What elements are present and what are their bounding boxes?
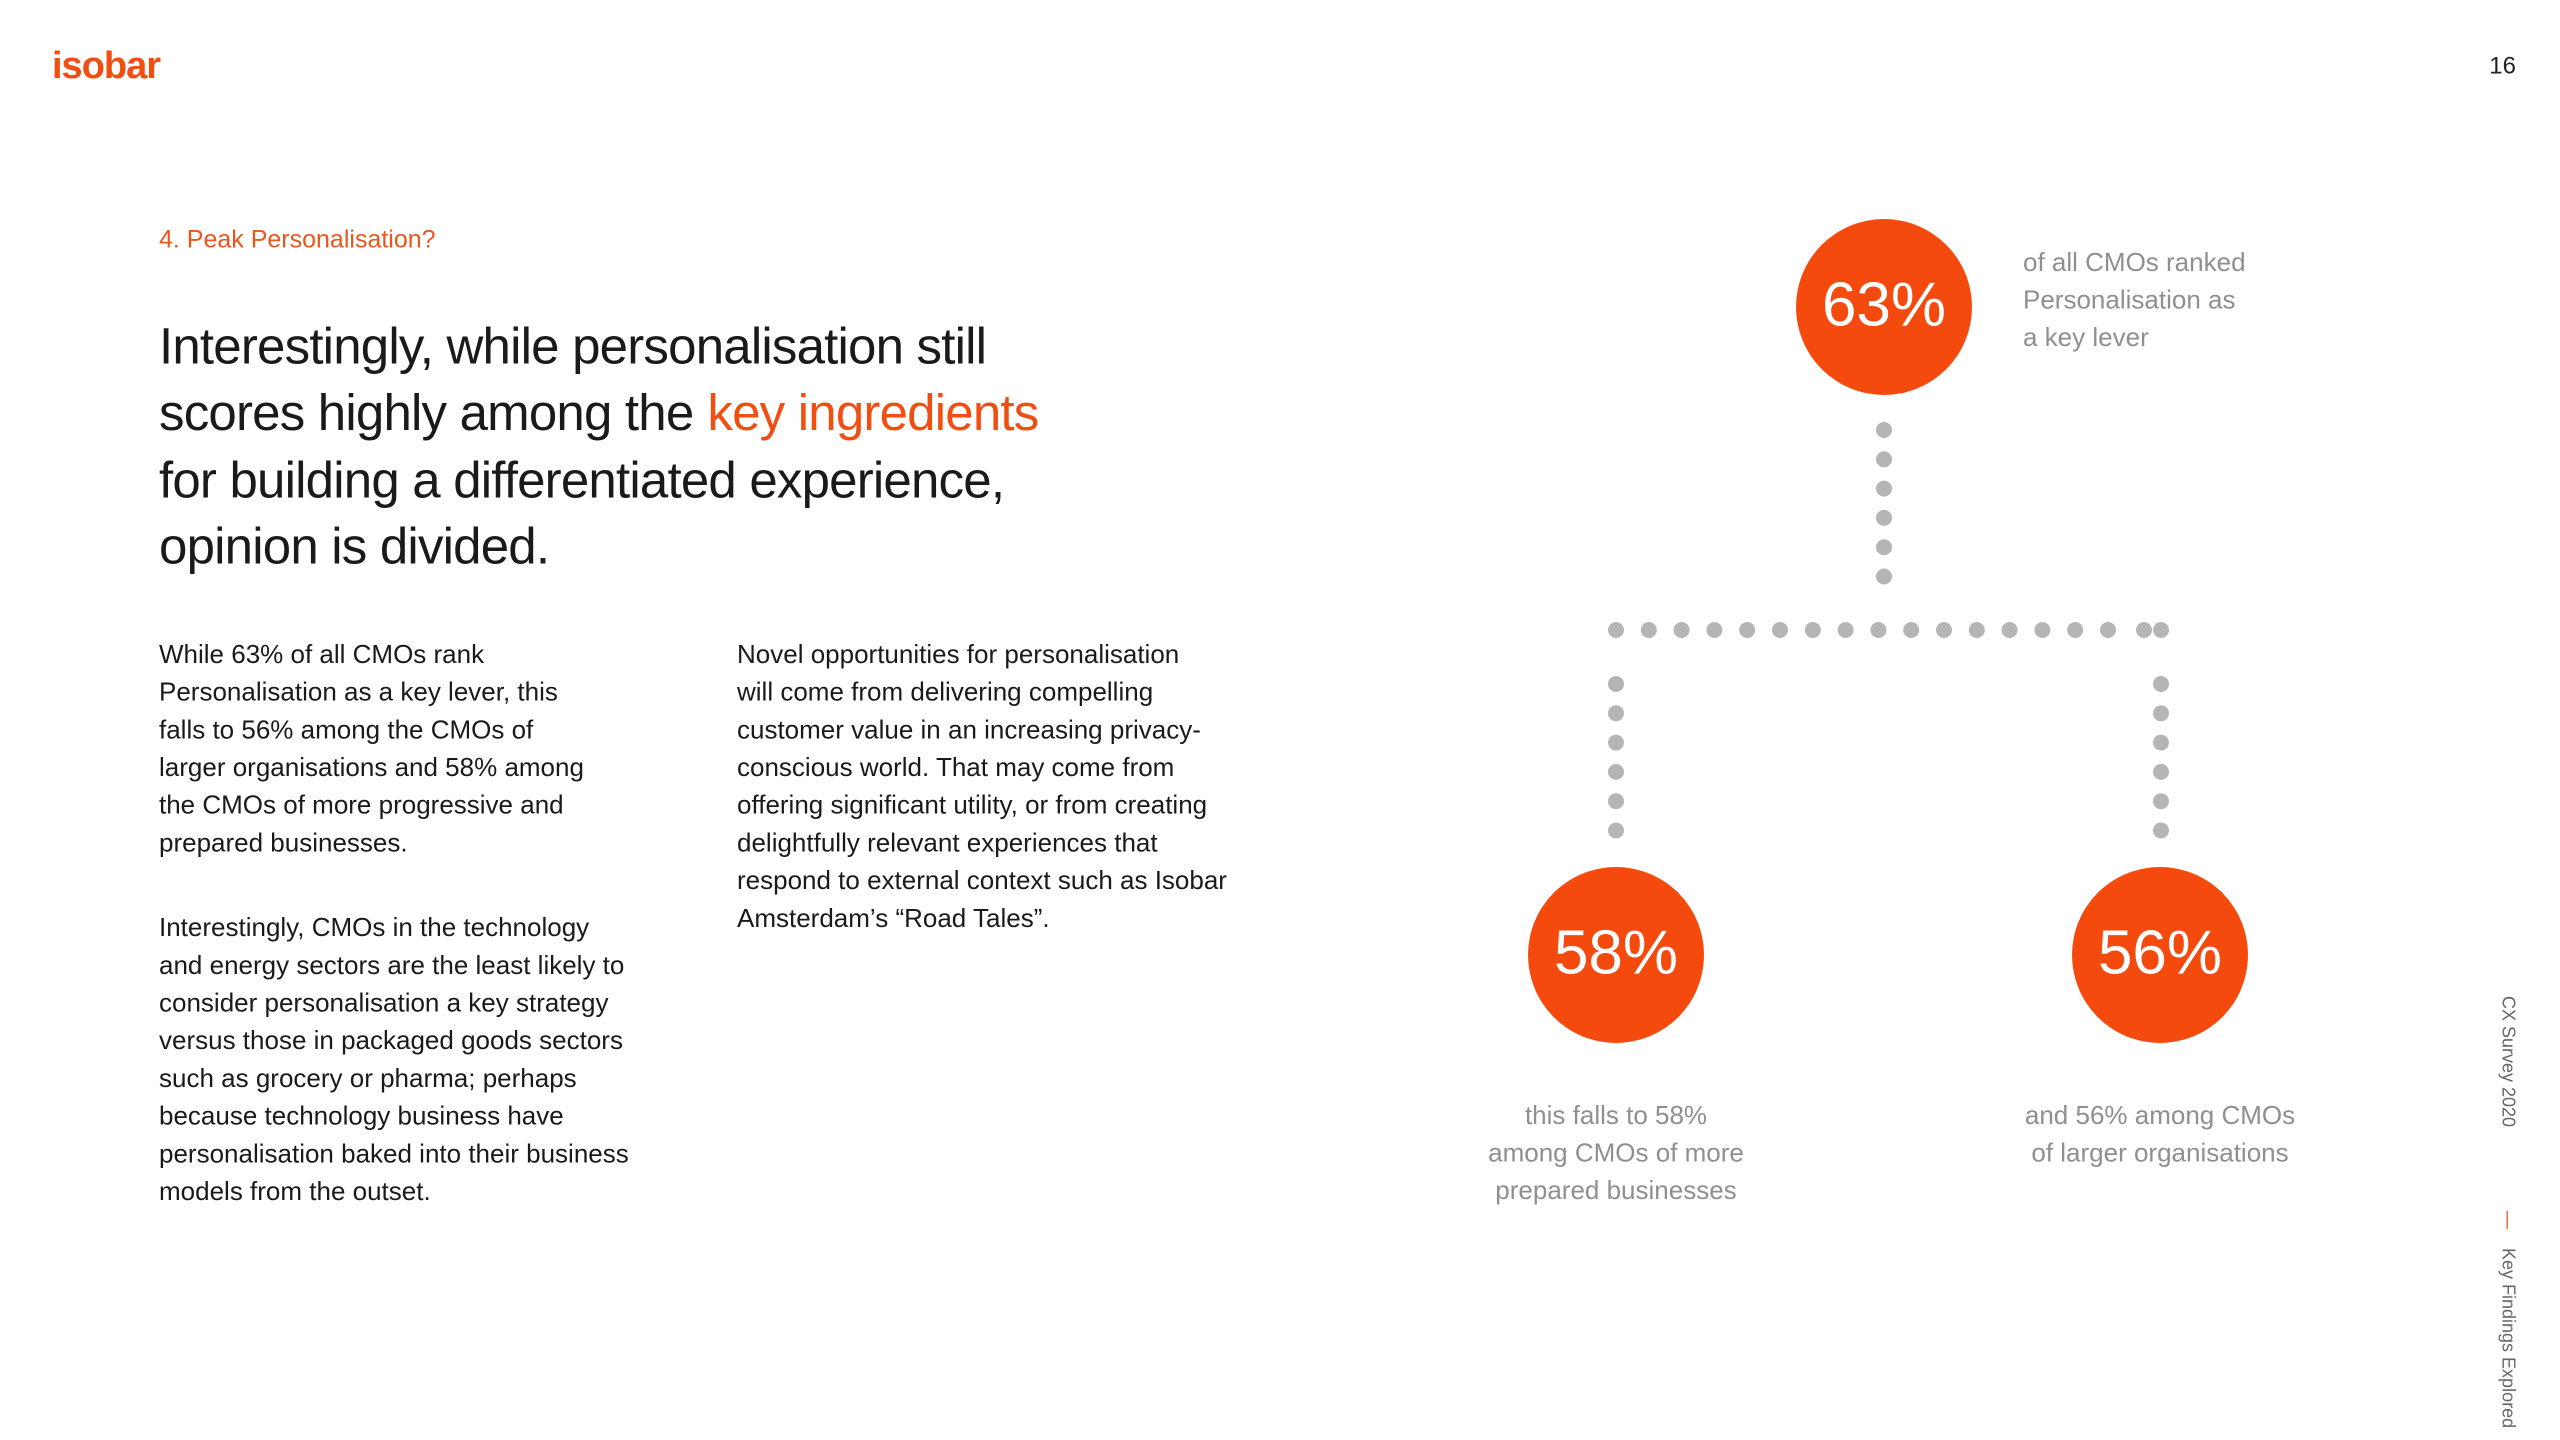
body-line: Personalisation as a key lever, this — [159, 677, 558, 707]
body-line: prepared businesses. — [159, 827, 408, 857]
dot — [2100, 622, 2116, 638]
section-label: 4. Peak Personalisation? — [159, 226, 436, 254]
heading-line: Interestingly, while personalisation sti… — [159, 317, 986, 374]
dot — [2153, 734, 2169, 751]
body-line: customer value in an increasing privacy- — [737, 714, 1201, 744]
side-survey: CX Survey 2020 — [2498, 996, 2518, 1127]
dot — [1772, 622, 1788, 638]
dot — [1640, 622, 1657, 638]
dot — [2153, 763, 2169, 780]
stat-caption: this falls to 58% — [1525, 1100, 1707, 1130]
dot — [1608, 676, 1624, 692]
body-line: Interestingly, CMOs in the technology — [159, 912, 589, 942]
dot — [2001, 622, 2018, 638]
dot — [1673, 622, 1690, 638]
stat-caption: of all CMOs ranked — [2023, 247, 2246, 277]
heading-line: for building a differentiated experience… — [159, 451, 1004, 508]
dot — [1876, 422, 1892, 438]
page-number: 16 — [2489, 52, 2516, 79]
dot — [1876, 451, 1892, 468]
stat-caption: among CMOs of more — [1488, 1137, 1744, 1167]
body-line: the CMOs of more progressive and — [159, 790, 564, 820]
dot — [1876, 509, 1892, 526]
dot — [1608, 622, 1624, 638]
stat-value: 63% — [1822, 270, 1946, 339]
dot — [2034, 622, 2051, 638]
body-line: and energy sectors are the least likely … — [159, 950, 624, 980]
dot — [1837, 622, 1854, 638]
body-line: personalisation baked into their busines… — [159, 1138, 629, 1168]
heading-line: scores highly among the key ingredients — [159, 384, 1038, 441]
stat-caption: Personalisation as — [2023, 284, 2235, 314]
stat-circle — [1528, 867, 1704, 1043]
heading-highlight: key ingredients — [707, 384, 1038, 441]
heading: Interestingly, while personalisation sti… — [159, 317, 1039, 574]
body-line: falls to 56% among the CMOs of — [159, 714, 534, 744]
heading-line: opinion is divided. — [159, 517, 549, 574]
stat-value: 58% — [1554, 918, 1678, 987]
dot — [1804, 622, 1821, 638]
dot — [1936, 622, 1952, 638]
stat-caption: prepared businesses — [1495, 1175, 1736, 1205]
dot — [1608, 763, 1624, 780]
dot — [1739, 622, 1756, 638]
dot — [2153, 676, 2169, 692]
body-line: Novel opportunities for personalisation — [737, 639, 1179, 669]
dot — [1608, 822, 1624, 839]
body-line: delightfully relevant experiences that — [737, 827, 1158, 857]
dot — [1876, 568, 1892, 585]
side-label: CX Survey 2020 — Key Findings Explored — [2498, 996, 2518, 1428]
body-line: offering significant utility, or from cr… — [737, 790, 1207, 820]
dot — [1608, 793, 1624, 810]
dot — [2153, 822, 2169, 839]
dot — [1706, 622, 1723, 638]
dot — [2136, 622, 2152, 638]
content: While 63% of all CMOs rank Personalisatio… — [159, 219, 2295, 1206]
body-line: because technology business have — [159, 1101, 564, 1131]
body-line: Amsterdam’s “Road Tales”. — [737, 903, 1050, 933]
dot — [2153, 622, 2169, 638]
heading-text: scores highly among the — [159, 384, 693, 441]
stat-circle — [1796, 219, 1972, 395]
dot — [2153, 793, 2169, 810]
body-line: models from the outset. — [159, 1176, 431, 1206]
dot — [1870, 622, 1887, 638]
stat-caption: of larger organisations — [2031, 1137, 2288, 1167]
body-line: larger organisations and 58% among — [159, 752, 584, 782]
dot — [1903, 622, 1920, 638]
dot — [1968, 622, 1985, 638]
side-section: Key Findings Explored — [2498, 1248, 2518, 1428]
stat-circle — [2072, 867, 2248, 1043]
dot — [2153, 705, 2169, 722]
body-line: will come from delivering compelling — [736, 677, 1153, 707]
logo: isobar — [52, 45, 161, 87]
dot — [1876, 480, 1892, 497]
body-line: conscious world. That may come from — [737, 752, 1174, 782]
stat-caption: and 56% among CMOs — [2025, 1100, 2295, 1130]
connector-dots — [1608, 422, 2169, 839]
body-line: respond to external context such as Isob… — [737, 865, 1227, 895]
body-line: such as grocery or pharma; perhaps — [159, 1063, 577, 1093]
stat-caption: a key lever — [2023, 322, 2149, 352]
dot — [1608, 734, 1624, 751]
dot — [1608, 705, 1624, 722]
dot — [2067, 622, 2084, 638]
dot — [1876, 539, 1892, 556]
stat-value: 56% — [2098, 918, 2222, 987]
body-line: consider personalisation a key strategy — [159, 987, 608, 1017]
side-separator: — — [2498, 1211, 2518, 1229]
body-line: versus those in packaged goods sectors — [159, 1025, 623, 1055]
body-line: While 63% of all CMOs rank — [159, 639, 485, 669]
